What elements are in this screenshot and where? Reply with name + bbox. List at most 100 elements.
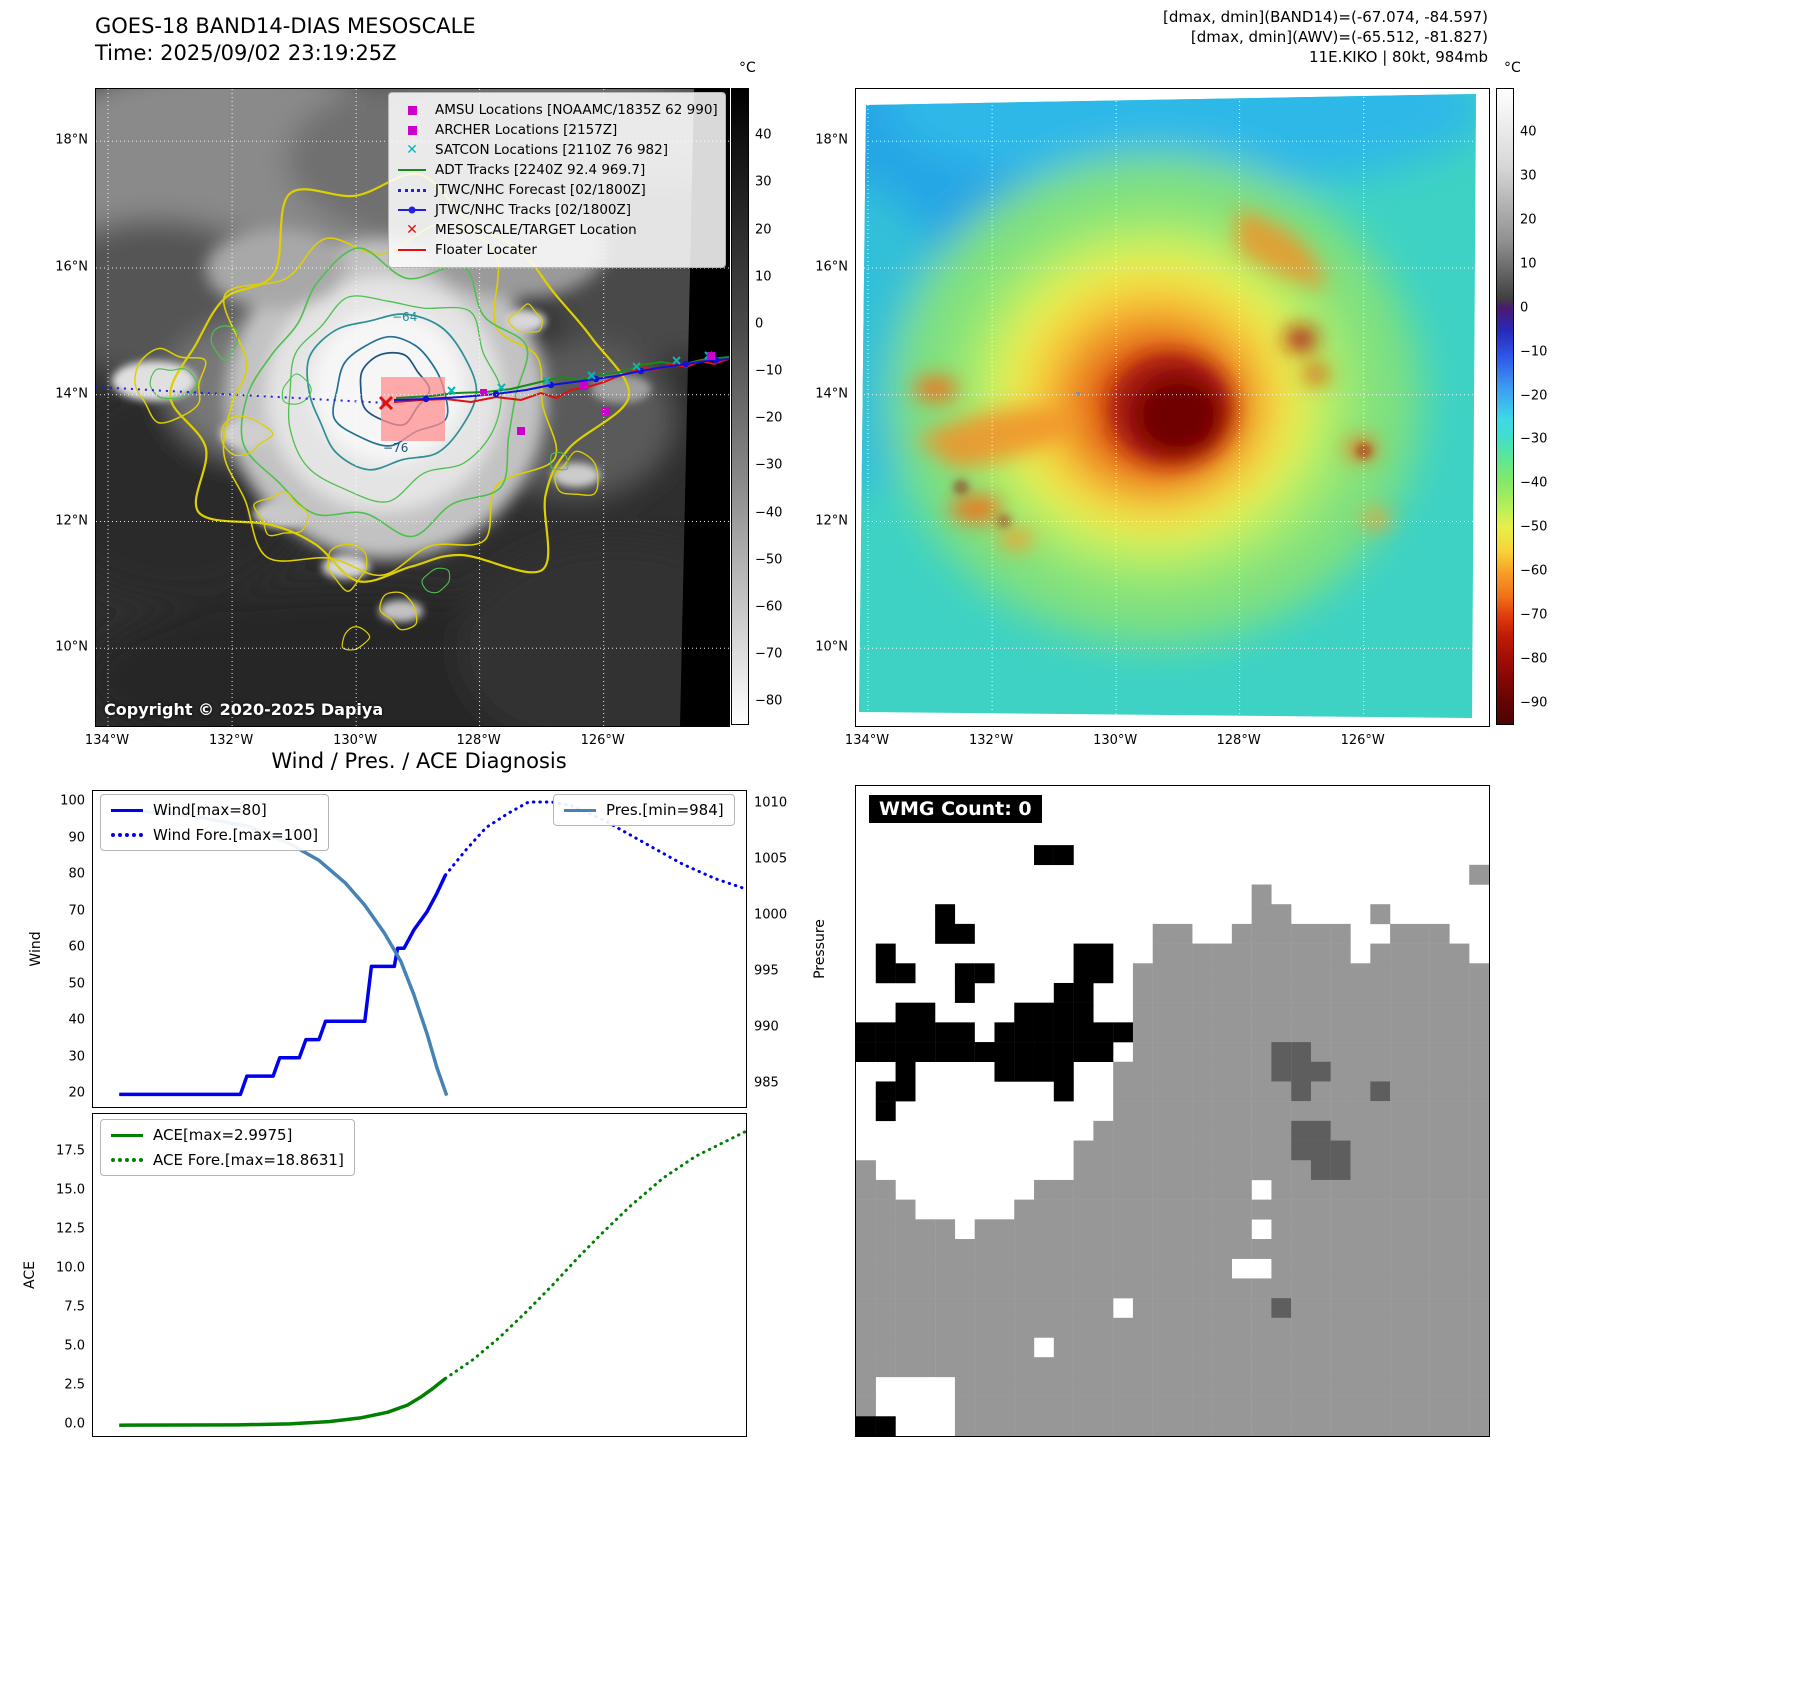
- tick-label: 10°N: [815, 639, 848, 655]
- legend-label: ACE[max=2.9975]: [153, 1126, 293, 1144]
- tick-label: 14°N: [815, 386, 848, 402]
- green-line-icon: [111, 1133, 143, 1137]
- tick-label: 50: [68, 976, 85, 992]
- awv-map: [855, 88, 1490, 727]
- wmg-count-label: WMG Count: 0: [869, 795, 1042, 823]
- tick-label: 990: [754, 1019, 779, 1035]
- legend-label: Wind[max=80]: [153, 801, 267, 819]
- tick-label: −70: [755, 646, 783, 662]
- tick-label: 10°N: [55, 639, 88, 655]
- legend-label: SATCON Locations [2110Z 76 982]: [435, 142, 668, 158]
- legend-label: JTWC/NHC Tracks [02/1800Z]: [435, 202, 632, 218]
- tick-label: 10: [1520, 256, 1537, 272]
- tick-label: −40: [755, 505, 783, 521]
- tick-label: 10: [755, 269, 772, 285]
- tick-label: 16°N: [55, 259, 88, 275]
- series-ace-forecast: [443, 1129, 746, 1380]
- legend-label: ADT Tracks [2240Z 92.4 969.7]: [435, 162, 646, 178]
- tick-label: 134°W: [844, 733, 890, 748]
- tick-label: 14°N: [55, 386, 88, 402]
- contour-label-64: −64: [392, 310, 418, 324]
- tick-label: 18°N: [815, 132, 848, 148]
- tick-label: 16°N: [815, 259, 848, 275]
- tick-label: −80: [1520, 651, 1548, 667]
- tick-label: 12.5: [56, 1221, 85, 1237]
- tick-label: 40: [1520, 124, 1537, 140]
- tick-label: 0.0: [64, 1416, 85, 1432]
- tick-label: 7.5: [64, 1299, 85, 1315]
- cyan-x-icon: ✕: [406, 142, 418, 158]
- tick-label: 985: [754, 1075, 779, 1091]
- band14-colorbar: [731, 88, 749, 725]
- legend-item-ace-forecast: ACE Fore.[max=18.8631]: [111, 1151, 344, 1169]
- legend-label: ACE Fore.[max=18.8631]: [153, 1151, 344, 1169]
- tick-label: 30: [755, 174, 772, 190]
- tick-label: 30: [68, 1049, 85, 1065]
- legend-item-target: ✕ MESOSCALE/TARGET Location: [397, 220, 717, 240]
- tick-label: 2.5: [64, 1377, 85, 1393]
- graticule-lines: [856, 89, 1489, 726]
- dmax-band14-text: [dmax, dmin](BAND14)=(-67.074, -84.597): [1163, 8, 1488, 26]
- pressure-axis-label: Pressure: [812, 919, 828, 979]
- fragmented-clouds: [112, 310, 651, 622]
- tick-label: 30: [1520, 168, 1537, 184]
- tick-label: −50: [755, 552, 783, 568]
- tick-label: 995: [754, 963, 779, 979]
- legend-label: ARCHER Locations [2157Z]: [435, 122, 618, 138]
- tick-label: −30: [1520, 431, 1548, 447]
- legend-item-jtwc-tracks: JTWC/NHC Tracks [02/1800Z]: [397, 200, 717, 220]
- tick-label: 17.5: [56, 1143, 85, 1159]
- steelblue-line-icon: [564, 808, 596, 812]
- pressure-legend: Pres.[min=984]: [553, 794, 735, 826]
- series-wind-observed: [119, 874, 447, 1097]
- storm-id-text: 11E.KIKO | 80kt, 984mb: [1309, 48, 1488, 66]
- jtwc-track: [393, 358, 729, 401]
- green-line-icon: [397, 163, 427, 177]
- awv-color-imagery: [859, 94, 1476, 718]
- tick-label: 126°W: [580, 733, 625, 748]
- red-x-icon: ✕: [406, 222, 418, 238]
- blue-dotted-line-icon: [111, 833, 143, 837]
- awv-colorbar: [1496, 88, 1514, 725]
- diagnosis-title: Wind / Pres. / ACE Diagnosis: [271, 749, 567, 773]
- tick-label: 132°W: [969, 733, 1014, 748]
- tick-label: −90: [1520, 695, 1548, 711]
- target-x-marker: [378, 395, 394, 411]
- magenta-square-icon: [397, 103, 427, 117]
- tick-label: 0: [1520, 300, 1529, 316]
- tick-label: 20: [1520, 212, 1537, 228]
- tick-label: 132°W: [209, 733, 254, 748]
- blue-line-icon: [111, 808, 143, 812]
- wmg-grid: [856, 845, 1489, 1436]
- tick-label: 134°W: [84, 733, 130, 748]
- tick-label: 10.0: [56, 1260, 85, 1276]
- tick-label: 130°W: [333, 733, 378, 748]
- legend-item-pressure: Pres.[min=984]: [564, 801, 724, 819]
- tick-label: −80: [755, 693, 783, 709]
- red-line-icon: [397, 243, 427, 257]
- tick-label: −50: [1520, 519, 1548, 535]
- legend-label: MESOSCALE/TARGET Location: [435, 222, 637, 238]
- series-wind-forecast: [443, 800, 746, 891]
- tick-label: 90: [68, 830, 85, 846]
- tick-label: 12°N: [815, 513, 848, 529]
- tick-label: 1000: [754, 907, 788, 923]
- legend-item-ace: ACE[max=2.9975]: [111, 1126, 344, 1144]
- band14-time: Time: 2025/09/02 23:19:25Z: [95, 41, 397, 65]
- band14-map: −64 −76 AMSU Locations [NOAAMC/1835Z 62 …: [95, 88, 730, 727]
- legend-label: AMSU Locations [NOAAMC/1835Z 62 990]: [435, 102, 718, 118]
- legend-label: Pres.[min=984]: [606, 801, 724, 819]
- amsu-archer-points: [480, 352, 715, 435]
- legend-item-jtwc-forecast: JTWC/NHC Forecast [02/1800Z]: [397, 180, 717, 200]
- tick-label: −60: [1520, 563, 1548, 579]
- tick-label: 12°N: [55, 513, 88, 529]
- legend-item-wind: Wind[max=80]: [111, 801, 318, 819]
- legend-item-wind-forecast: Wind Fore.[max=100]: [111, 826, 318, 844]
- tick-label: −70: [1520, 607, 1548, 623]
- tick-label: 1005: [754, 851, 788, 867]
- magenta-square-icon: [397, 123, 427, 137]
- legend-label: Floater Locater: [435, 242, 537, 258]
- tick-label: 128°W: [1216, 733, 1261, 748]
- tick-label: 18°N: [55, 132, 88, 148]
